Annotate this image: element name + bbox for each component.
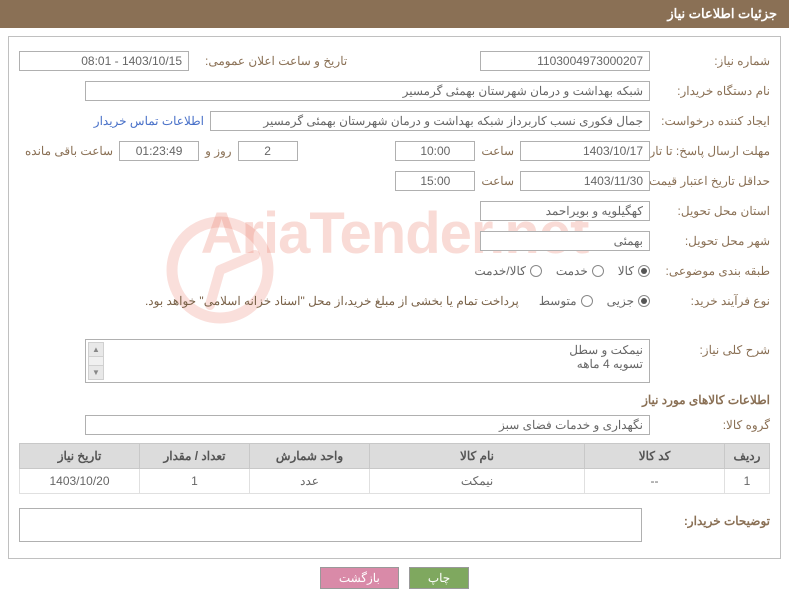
table-header-row: ردیف کد کالا نام کالا واحد شمارش تعداد /…	[20, 444, 770, 469]
row-goods-group: گروه کالا: نگهداری و خدمات فضای سبز	[19, 413, 770, 437]
scroll-down-icon[interactable]: ▼	[89, 365, 103, 379]
row-reply-deadline: مهلت ارسال پاسخ: تا تاریخ: 1403/10/17 سا…	[19, 139, 770, 163]
row-province: استان محل تحویل: کهگیلویه و بویراحمد	[19, 199, 770, 223]
label-validity: حداقل تاریخ اعتبار قیمت: تا تاریخ:	[630, 174, 770, 188]
label-summary: شرح کلی نیاز:	[650, 339, 770, 357]
summary-line1: نیمکت و سطل	[92, 343, 643, 357]
radio-label-service: خدمت	[556, 264, 588, 278]
page-title: جزئیات اطلاعات نیاز	[667, 6, 777, 21]
label-remaining: ساعت باقی مانده	[19, 144, 119, 158]
row-category: طبقه بندی موضوعی: کالا خدمت کالا/خدمت	[19, 259, 770, 283]
label-announce: تاریخ و ساعت اعلان عمومی:	[199, 54, 347, 68]
row-buyer-notes: توضیحات خریدار:	[19, 508, 770, 542]
summary-textarea[interactable]: نیمکت و سطل تسویه 4 ماهه ▲ ▼	[85, 339, 650, 383]
th-qty: تعداد / مقدار	[140, 444, 250, 469]
radio-process-medium[interactable]: متوسط	[539, 294, 593, 308]
radio-dot-icon	[592, 265, 604, 277]
field-need-number: 1103004973000207	[480, 51, 650, 71]
row-process: نوع فرآیند خرید: جزیی متوسط پرداخت تمام …	[19, 289, 770, 313]
th-date: تاریخ نیاز	[20, 444, 140, 469]
radio-label-both: کالا/خدمت	[474, 264, 525, 278]
td-date: 1403/10/20	[20, 469, 140, 494]
label-category: طبقه بندی موضوعی:	[650, 264, 770, 278]
th-code: کد کالا	[585, 444, 725, 469]
field-remaining-time: 01:23:49	[119, 141, 199, 161]
buyer-notes-box[interactable]	[19, 508, 642, 542]
label-requester: ایجاد کننده درخواست:	[650, 114, 770, 128]
payment-note: پرداخت تمام یا بخشی از مبلغ خرید،از محل …	[145, 294, 519, 308]
label-hour-2: ساعت	[475, 174, 520, 188]
label-days-and: روز و	[199, 144, 238, 158]
radio-process-minor[interactable]: جزیی	[607, 294, 650, 308]
button-row: چاپ بازگشت	[0, 567, 789, 589]
main-panel: شماره نیاز: 1103004973000207 تاریخ و ساع…	[8, 36, 781, 559]
table-row: 1 -- نیمکت عدد 1 1403/10/20	[20, 469, 770, 494]
field-city: بهمئی	[480, 231, 650, 251]
label-process: نوع فرآیند خرید:	[650, 294, 770, 308]
radio-category-goods[interactable]: کالا	[618, 264, 650, 278]
label-hour-1: ساعت	[475, 144, 520, 158]
back-button[interactable]: بازگشت	[320, 567, 399, 589]
row-validity: حداقل تاریخ اعتبار قیمت: تا تاریخ: 1403/…	[19, 169, 770, 193]
field-announce: 1403/10/15 - 08:01	[19, 51, 189, 71]
row-need-number: شماره نیاز: 1103004973000207 تاریخ و ساع…	[19, 49, 770, 73]
field-reply-time: 10:00	[395, 141, 475, 161]
field-province: کهگیلویه و بویراحمد	[480, 201, 650, 221]
field-validity-time: 15:00	[395, 171, 475, 191]
radio-category-both[interactable]: کالا/خدمت	[474, 264, 541, 278]
summary-line2: تسویه 4 ماهه	[92, 357, 643, 371]
label-reply-deadline: مهلت ارسال پاسخ: تا تاریخ:	[650, 144, 770, 158]
td-rownum: 1	[725, 469, 770, 494]
items-table-wrap: ردیف کد کالا نام کالا واحد شمارش تعداد /…	[19, 443, 770, 494]
field-days-count: 2	[238, 141, 298, 161]
label-province: استان محل تحویل:	[650, 204, 770, 218]
page-title-bar: جزئیات اطلاعات نیاز	[0, 0, 789, 28]
radio-group-category: کالا خدمت کالا/خدمت	[474, 264, 650, 278]
th-name: نام کالا	[370, 444, 585, 469]
row-summary: شرح کلی نیاز: نیمکت و سطل تسویه 4 ماهه ▲…	[19, 339, 770, 383]
radio-label-minor: جزیی	[607, 294, 634, 308]
items-section-title: اطلاعات کالاهای مورد نیاز	[19, 393, 770, 407]
td-qty: 1	[140, 469, 250, 494]
label-need-number: شماره نیاز:	[650, 54, 770, 68]
radio-dot-icon	[638, 265, 650, 277]
radio-category-service[interactable]: خدمت	[556, 264, 604, 278]
th-rownum: ردیف	[725, 444, 770, 469]
td-name: نیمکت	[370, 469, 585, 494]
radio-dot-icon	[638, 295, 650, 307]
buyer-contact-link[interactable]: اطلاعات تماس خریدار	[94, 114, 204, 128]
radio-dot-icon	[530, 265, 542, 277]
scroll-up-icon[interactable]: ▲	[89, 343, 103, 357]
td-code: --	[585, 469, 725, 494]
radio-dot-icon	[581, 295, 593, 307]
field-buyer-org: شبکه بهداشت و درمان شهرستان بهمئی گرمسیر	[85, 81, 650, 101]
label-city: شهر محل تحویل:	[650, 234, 770, 248]
label-goods-group: گروه کالا:	[650, 418, 770, 432]
field-goods-group: نگهداری و خدمات فضای سبز	[85, 415, 650, 435]
row-buyer-org: نام دستگاه خریدار: شبکه بهداشت و درمان ش…	[19, 79, 770, 103]
items-table: ردیف کد کالا نام کالا واحد شمارش تعداد /…	[19, 443, 770, 494]
field-validity-date: 1403/11/30	[520, 171, 650, 191]
th-unit: واحد شمارش	[250, 444, 370, 469]
field-reply-date: 1403/10/17	[520, 141, 650, 161]
td-unit: عدد	[250, 469, 370, 494]
row-city: شهر محل تحویل: بهمئی	[19, 229, 770, 253]
field-requester: جمال فکوری نسب کاربرداز شبکه بهداشت و در…	[210, 111, 650, 131]
row-requester: ایجاد کننده درخواست: جمال فکوری نسب کارب…	[19, 109, 770, 133]
label-buyer-notes: توضیحات خریدار:	[650, 508, 770, 528]
radio-label-goods: کالا	[618, 264, 634, 278]
radio-group-process: جزیی متوسط	[539, 294, 650, 308]
label-buyer-org: نام دستگاه خریدار:	[650, 84, 770, 98]
scrollbar[interactable]: ▲ ▼	[88, 342, 104, 380]
radio-label-medium: متوسط	[539, 294, 577, 308]
print-button[interactable]: چاپ	[409, 567, 469, 589]
